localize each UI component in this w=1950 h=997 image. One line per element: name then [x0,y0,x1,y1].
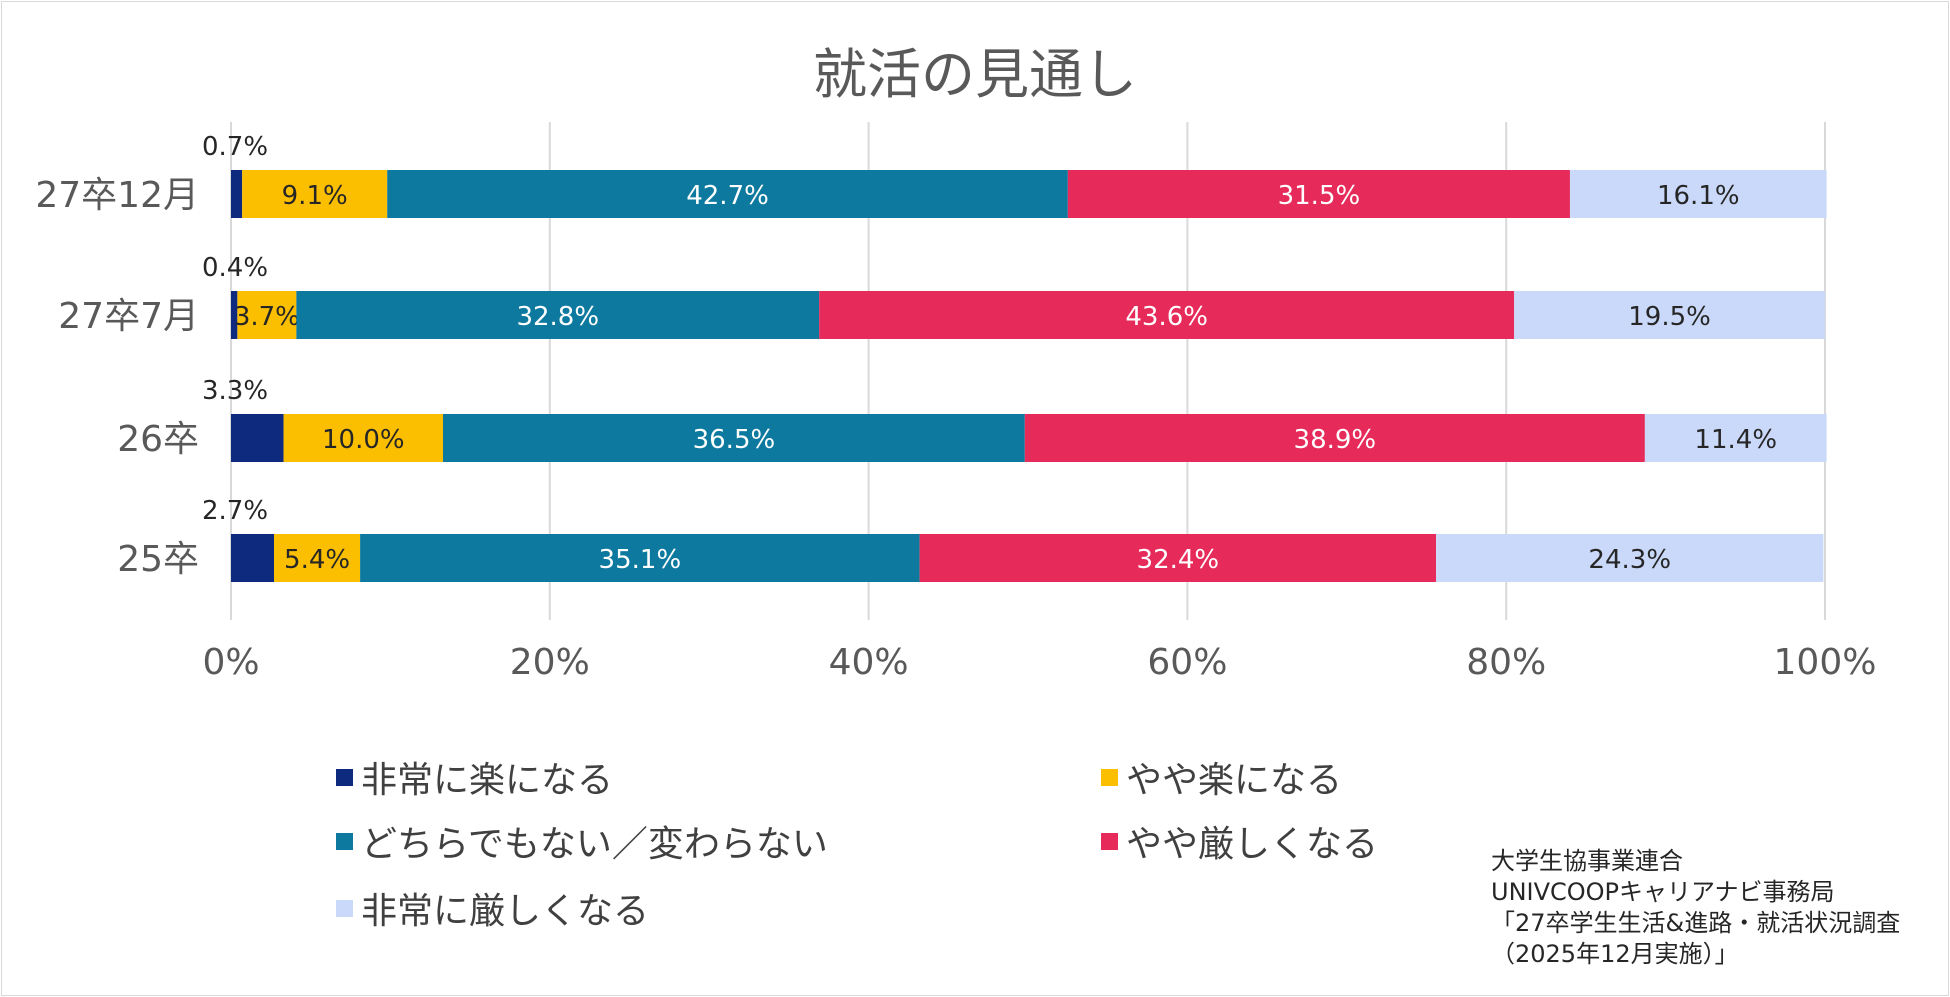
bars: 0.7% 9.1% 42.7% 31.5% 16.1% 0.4% 3.7% 32.8% 43.6… [202,132,1827,582]
bar-segment [443,414,1025,462]
data-label: 10.0% [322,425,405,455]
data-label: 35.1% [599,545,682,575]
data-label: 43.6% [1125,302,1208,332]
data-label: 16.1% [1657,181,1740,211]
chart-title: 就活の見通し [813,43,1137,106]
legend-item-unchanged: どちらでもない／変わらない [336,815,828,867]
data-label: 36.5% [693,425,776,455]
legend-swatch [336,832,353,850]
data-label: 32.4% [1137,545,1220,575]
category-label: 25卒 [117,539,199,580]
data-label: 9.1% [282,181,348,211]
source-line: 「27卒学生生活&進路・就活状況調査 [1491,909,1901,937]
bar-segment [231,414,284,462]
x-tick-label: 80% [1466,642,1546,683]
x-axis-ticks: 0% 20% 40% 60% 80% 100% [202,642,1876,683]
bar-segment [296,291,820,339]
data-label: 42.7% [686,181,769,211]
bar-segment [1644,414,1827,462]
data-label: 24.3% [1588,545,1671,575]
bar-segment [1067,170,1570,218]
data-label: 0.7% [202,132,268,162]
bar-segment [387,170,1068,218]
bar-segment [231,534,275,582]
category-label: 27卒12月 [35,175,199,216]
bar-segment [1024,414,1645,462]
source-line: （2025年12月実施）」 [1491,940,1739,968]
source-line: UNIVCOOPキャリアナビ事務局 [1491,878,1835,906]
x-tick-label: 60% [1147,642,1227,683]
category-label: 27卒7月 [58,296,199,337]
bar-segment [237,291,297,339]
legend-item-very-hard: 非常に厳しくなる [336,882,649,934]
bar-segment [1569,170,1827,218]
legend-label: 非常に楽になる [361,760,614,801]
data-label: 32.8% [516,302,599,332]
legend-item-somewhat-hard: やや厳しくなる [1101,815,1378,867]
bar-segment [1514,291,1825,339]
source-note: 大学生協事業連合 UNIVCOOPキャリアナビ事務局「27卒学生生活&進路・就活状… [1491,846,1900,970]
bar-segment [1436,534,1824,582]
data-label: 38.9% [1294,425,1377,455]
legend-swatch [336,768,353,786]
data-label: 2.7% [202,496,268,526]
bar-segment [231,291,238,339]
data-label: 19.5% [1628,302,1711,332]
legend-item-somewhat-easy: やや楽になる [1101,751,1342,803]
x-tick-label: 20% [510,642,590,683]
data-label: 3.7% [234,302,300,332]
legend-swatch [1101,832,1118,850]
bar-segment [919,534,1437,582]
legend-label: どちらでもない／変わらない [361,824,828,865]
x-tick-label: 40% [829,642,909,683]
legend-label: やや楽になる [1126,760,1343,801]
bar-segment [231,170,243,218]
data-label: 31.5% [1278,181,1361,211]
data-label: 11.4% [1694,425,1777,455]
legend-label: やや厳しくなる [1126,824,1379,865]
bar-segment [819,291,1515,339]
legend-label: 非常に厳しくなる [361,891,650,932]
data-label: 5.4% [284,545,350,575]
x-tick-label: 100% [1774,642,1877,683]
bar-segment [283,414,444,462]
bar-segment [242,170,388,218]
bar-segment [274,534,361,582]
category-labels: 27卒12月 27卒7月 26卒 25卒 [35,175,199,580]
data-label: 0.4% [202,253,268,283]
source-line: 大学生協事業連合 [1491,847,1683,875]
legend-item-very-easy: 非常に楽になる [336,751,613,803]
legend-swatch [1101,768,1118,786]
x-tick-label: 0% [202,642,259,683]
legend-swatch [336,899,353,917]
category-label: 26卒 [117,419,199,460]
data-label: 3.3% [202,376,268,406]
bar-segment [360,534,920,582]
